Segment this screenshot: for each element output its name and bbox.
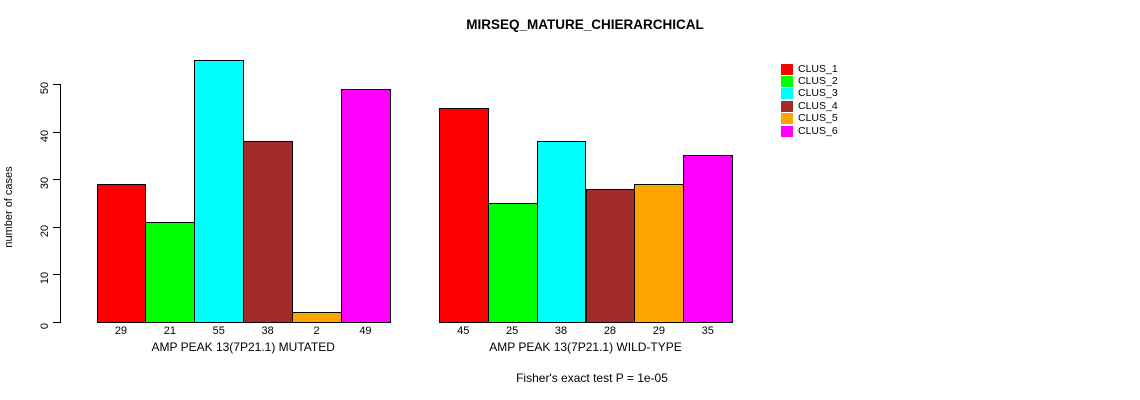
subtitle-fisher-test: Fisher's exact test P = 1e-05 [516, 371, 668, 385]
y-axis-tick [53, 84, 60, 85]
y-axis-label-text: number of cases [3, 166, 15, 248]
bar-value-label: 38 [554, 325, 568, 337]
bar-clus_2-group2 [487, 203, 538, 323]
bar-value-label: 35 [701, 325, 714, 337]
bar-value-label: 45 [457, 325, 470, 337]
bar-clus_6-group2 [683, 155, 734, 323]
y-axis-tick-label-text: 10 [39, 272, 51, 285]
bar-value-label: 38 [261, 325, 274, 337]
bar-value-label: 55 [212, 325, 225, 337]
y-axis-tick-label-text: 50 [39, 81, 51, 95]
legend-label: CLUS_6 [798, 124, 838, 137]
bar-value-label: 29 [114, 325, 128, 337]
bar-clus_5-group1 [292, 312, 342, 323]
y-axis-tick [53, 274, 60, 276]
legend-label: CLUS_3 [798, 87, 838, 100]
bar-clus_4-group1 [243, 141, 294, 323]
bar-clus_3-group2 [536, 141, 587, 323]
legend-swatch-icon [781, 125, 793, 137]
legend-entry-clus_2: CLUS_2 [781, 75, 838, 88]
bar-clus_3-group1 [194, 60, 245, 323]
bar-clus_6-group1 [341, 88, 391, 323]
legend-label: CLUS_2 [798, 75, 838, 88]
y-axis-tick-label-text: 30 [39, 177, 51, 190]
bar-value-label: 25 [506, 325, 519, 337]
bar-clus_1-group1 [96, 183, 147, 323]
bar-clus_1-group2 [438, 107, 489, 323]
y-axis-tick [53, 179, 60, 181]
y-axis-tick [53, 322, 60, 323]
y-axis-tick [53, 226, 60, 228]
bar-value-label: 21 [163, 325, 176, 337]
y-axis-tick [53, 131, 60, 133]
legend-swatch-icon [781, 113, 793, 125]
legend-swatch-icon [781, 100, 793, 112]
group-label: AMP PEAK 13(7P21.1) MUTATED [151, 340, 335, 354]
y-axis-tick-label-text: 40 [39, 129, 51, 142]
legend-entry-clus_5: CLUS_5 [781, 113, 838, 125]
bar-value-label: 2 [313, 325, 320, 337]
legend-swatch-icon [781, 76, 793, 88]
y-axis-tick-label-text: 20 [39, 224, 51, 237]
legend-entry-clus_4: CLUS_4 [781, 100, 838, 112]
legend-swatch-icon [781, 63, 793, 75]
bar-value-label: 49 [359, 325, 372, 337]
legend: CLUS_1 CLUS_2 CLUS_3 CLUS_4 CLUS_5 CLUS_6 [781, 63, 838, 137]
group-label: AMP PEAK 13(7P21.1) WILD-TYPE [489, 340, 682, 354]
bar-value-label: 29 [652, 325, 665, 337]
y-axis-tick-label-text: 0 [39, 322, 51, 330]
legend-entry-clus_6: CLUS_6 [781, 125, 838, 137]
legend-entry-clus_1: CLUS_1 [781, 63, 838, 75]
chart-title: MIRSEQ_MATURE_CHIERARCHICAL [466, 17, 704, 32]
legend-label: CLUS_5 [798, 112, 838, 125]
bar-value-label: 28 [603, 325, 617, 337]
bar-clus_4-group2 [585, 188, 636, 323]
legend-swatch-icon [781, 88, 793, 100]
legend-label: CLUS_1 [798, 62, 838, 75]
bar-clus_5-group2 [634, 183, 685, 323]
y-axis-line [60, 84, 61, 323]
bar-clus_2-group1 [145, 222, 196, 323]
legend-entry-clus_3: CLUS_3 [781, 88, 838, 100]
legend-label: CLUS_4 [798, 99, 838, 112]
